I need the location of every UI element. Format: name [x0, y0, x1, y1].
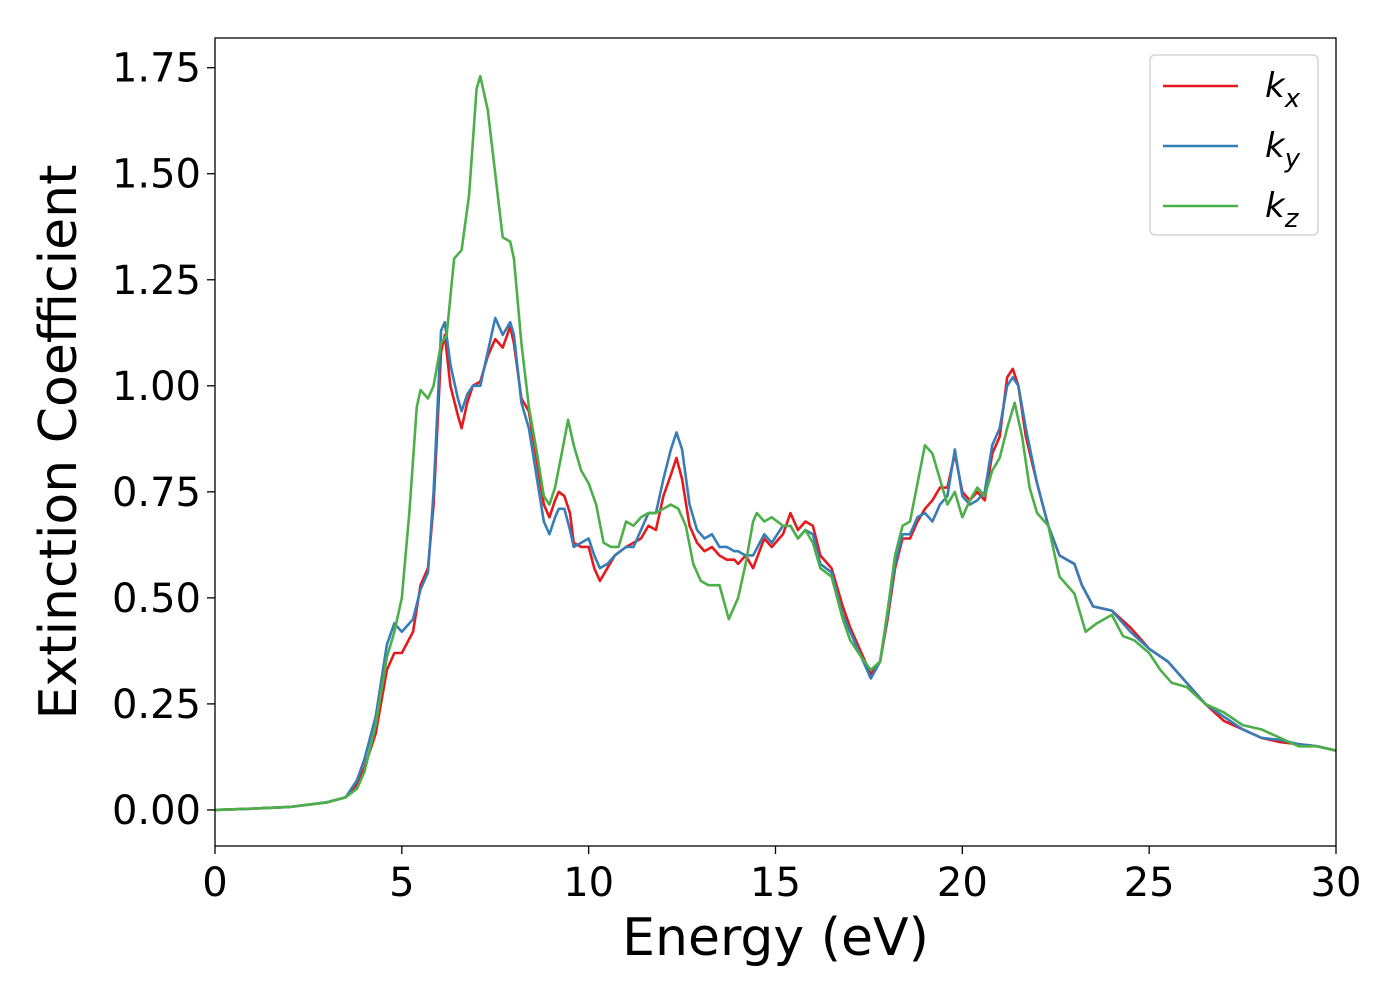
x-tick-label: 30 [1311, 860, 1362, 906]
x-tick-label: 20 [937, 860, 988, 906]
y-tick-label: 1.75 [112, 46, 201, 92]
x-axis: 0 5 10 15 20 25 30 [202, 846, 1361, 906]
series-line-x [215, 325, 1336, 812]
legend-label-x: kx [1265, 66, 1301, 114]
y-tick-label: 0.00 [112, 788, 201, 834]
y-tick-label: 0.75 [112, 470, 201, 516]
y-axis: 0.00 0.25 0.50 0.75 1.00 1.25 1.50 1.75 [112, 46, 215, 834]
y-tick-label: 0.50 [112, 576, 201, 622]
legend-entries: kx ky kz [1163, 66, 1301, 234]
x-tick-label: 10 [563, 860, 614, 906]
x-tick-label: 15 [750, 860, 801, 906]
y-axis-title: Extinction Coefficient [29, 165, 89, 720]
y-tick-label: 1.50 [112, 152, 201, 198]
legend: kx ky kz [1149, 54, 1319, 236]
y-tick-label: 1.25 [112, 258, 201, 304]
y-tick-label: 1.00 [112, 364, 201, 410]
x-tick-label: 25 [1124, 860, 1175, 906]
x-tick-label: 5 [389, 860, 414, 906]
series-line-z [215, 74, 1336, 812]
series-layer [215, 74, 1336, 812]
x-tick-label: 0 [202, 860, 227, 906]
series-line-y [215, 316, 1336, 812]
x-axis-title: Energy (eV) [622, 908, 929, 968]
y-tick-label: 0.25 [112, 682, 201, 728]
legend-label-z: kz [1265, 186, 1300, 234]
legend-label-y: ky [1265, 126, 1301, 174]
